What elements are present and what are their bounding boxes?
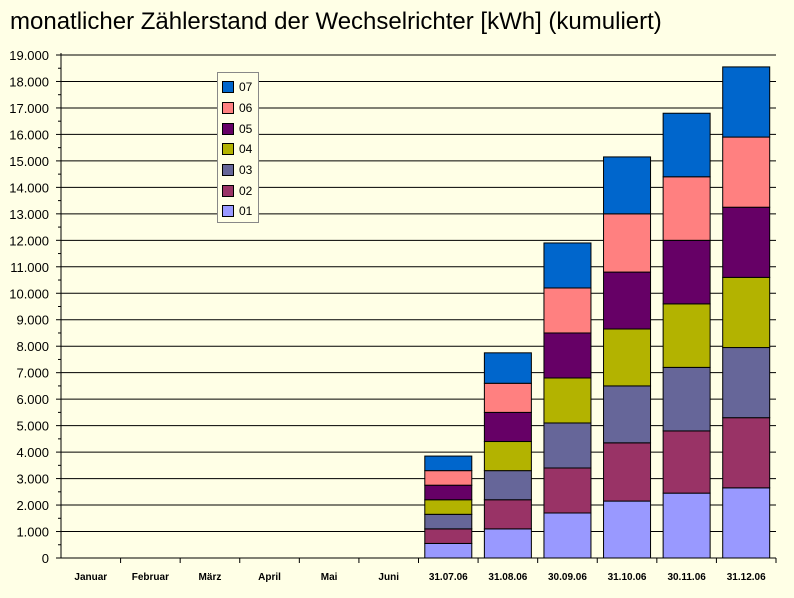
legend-item: 07 bbox=[222, 77, 258, 98]
bar-segment-03 bbox=[543, 422, 592, 469]
bar-segment-04 bbox=[543, 377, 592, 424]
bar-segment-01 bbox=[483, 528, 532, 559]
x-tick-label: 31.10.06 bbox=[608, 572, 647, 583]
bar-segment-05 bbox=[424, 484, 473, 501]
bar-segment-07 bbox=[483, 352, 532, 384]
bar-segment-02 bbox=[662, 430, 711, 494]
legend-item: 05 bbox=[222, 118, 258, 139]
y-tick-label: 2.000 bbox=[16, 498, 49, 513]
bar-segment-04 bbox=[603, 328, 652, 387]
x-tick-label: März bbox=[199, 572, 222, 583]
bar-segment-04 bbox=[662, 303, 711, 368]
legend-swatch bbox=[222, 81, 234, 94]
legend-swatch bbox=[222, 205, 234, 218]
bar-segment-05 bbox=[603, 271, 652, 330]
y-tick-label: 16.000 bbox=[9, 127, 49, 142]
bar-segment-05 bbox=[483, 411, 532, 443]
y-tick-label: 11.000 bbox=[10, 260, 49, 275]
bar-segment-01 bbox=[722, 487, 771, 559]
bar-segment-02 bbox=[603, 442, 652, 502]
legend-item: 02 bbox=[222, 180, 258, 201]
y-tick-label: 15.000 bbox=[9, 154, 49, 169]
bar-segment-07 bbox=[603, 156, 652, 215]
y-tick-label: 12.000 bbox=[9, 233, 49, 248]
y-tick-label: 9.000 bbox=[16, 313, 49, 328]
x-tick-label: 30.11.06 bbox=[667, 572, 706, 583]
legend-swatch bbox=[222, 184, 234, 197]
y-tick-label: 3.000 bbox=[16, 472, 49, 487]
x-tick-label: 31.07.06 bbox=[429, 572, 468, 583]
bar-segment-06 bbox=[424, 470, 473, 486]
x-tick-label: April bbox=[258, 572, 281, 583]
x-tick-label: Juni bbox=[378, 572, 399, 583]
y-tick-label: 18.000 bbox=[9, 74, 49, 89]
bar-segment-03 bbox=[722, 347, 771, 419]
bar-segment-04 bbox=[483, 441, 532, 472]
legend-label: 04 bbox=[239, 142, 253, 157]
bar-segment-06 bbox=[603, 213, 652, 273]
legend-swatch bbox=[222, 143, 234, 156]
y-tick-label: 19.000 bbox=[9, 48, 49, 63]
bar-segment-05 bbox=[543, 332, 592, 379]
y-tick-label: 7.000 bbox=[16, 366, 49, 381]
y-tick-label: 10.000 bbox=[9, 286, 49, 301]
bar-segment-06 bbox=[483, 382, 532, 413]
chart-title: monatlicher Zählerstand der Wechselricht… bbox=[10, 8, 662, 35]
x-tick-label: Januar bbox=[74, 572, 107, 583]
y-tick-label: 8.000 bbox=[16, 339, 49, 354]
y-tick-label: 6.000 bbox=[16, 392, 49, 407]
x-tick-label: 31.08.06 bbox=[488, 572, 527, 583]
legend-swatch bbox=[222, 102, 234, 115]
bar-segment-02 bbox=[543, 467, 592, 514]
legend-label: 07 bbox=[239, 80, 253, 95]
x-tick-label: 30.09.06 bbox=[548, 572, 587, 583]
y-tick-label: 13.000 bbox=[9, 207, 49, 222]
bar-segment-04 bbox=[424, 499, 473, 515]
bar-segment-07 bbox=[662, 112, 711, 178]
bar-segment-01 bbox=[424, 542, 473, 559]
legend: 07 06 05 04 03 02 01 bbox=[217, 72, 259, 223]
bar-segment-05 bbox=[662, 239, 711, 305]
bar-segment-06 bbox=[543, 287, 592, 334]
bar-segment-03 bbox=[662, 366, 711, 432]
y-tick-label: 0 bbox=[42, 551, 49, 566]
bar-segment-07 bbox=[424, 455, 473, 472]
legend-label: 05 bbox=[239, 121, 253, 136]
legend-label: 02 bbox=[239, 183, 253, 198]
y-tick-label: 1.000 bbox=[16, 525, 49, 540]
x-tick-label: Mai bbox=[321, 572, 338, 583]
x-tick-label: Februar bbox=[132, 572, 169, 583]
legend-item: 06 bbox=[222, 98, 258, 119]
bar-segment-02 bbox=[424, 528, 473, 544]
bar-segment-03 bbox=[483, 470, 532, 501]
legend-label: 03 bbox=[239, 163, 253, 178]
legend-label: 06 bbox=[239, 101, 253, 116]
bar-segment-07 bbox=[722, 66, 771, 138]
bar-segment-01 bbox=[543, 512, 592, 559]
y-tick-label: 17.000 bbox=[9, 101, 49, 116]
y-tick-label: 5.000 bbox=[16, 419, 49, 434]
legend-item: 01 bbox=[222, 201, 258, 222]
bar-segment-02 bbox=[483, 499, 532, 530]
legend-item: 03 bbox=[222, 160, 258, 181]
legend-swatch bbox=[222, 122, 234, 135]
bar-segment-05 bbox=[722, 206, 771, 278]
bar-segment-07 bbox=[543, 242, 592, 289]
bar-segment-03 bbox=[603, 385, 652, 444]
x-tick-label: 31.12.06 bbox=[727, 572, 766, 583]
bar-segment-03 bbox=[424, 513, 473, 530]
bar-segment-01 bbox=[603, 500, 652, 559]
bar-segment-02 bbox=[722, 417, 771, 489]
bar-segment-06 bbox=[662, 176, 711, 241]
y-tick-label: 4.000 bbox=[16, 445, 49, 460]
bar-segment-06 bbox=[722, 136, 771, 208]
y-tick-label: 14.000 bbox=[9, 180, 49, 195]
legend-label: 01 bbox=[239, 204, 253, 219]
legend-swatch bbox=[222, 164, 234, 177]
bar-segment-04 bbox=[722, 276, 771, 349]
legend-item: 04 bbox=[222, 139, 258, 160]
bar-segment-01 bbox=[662, 492, 711, 559]
